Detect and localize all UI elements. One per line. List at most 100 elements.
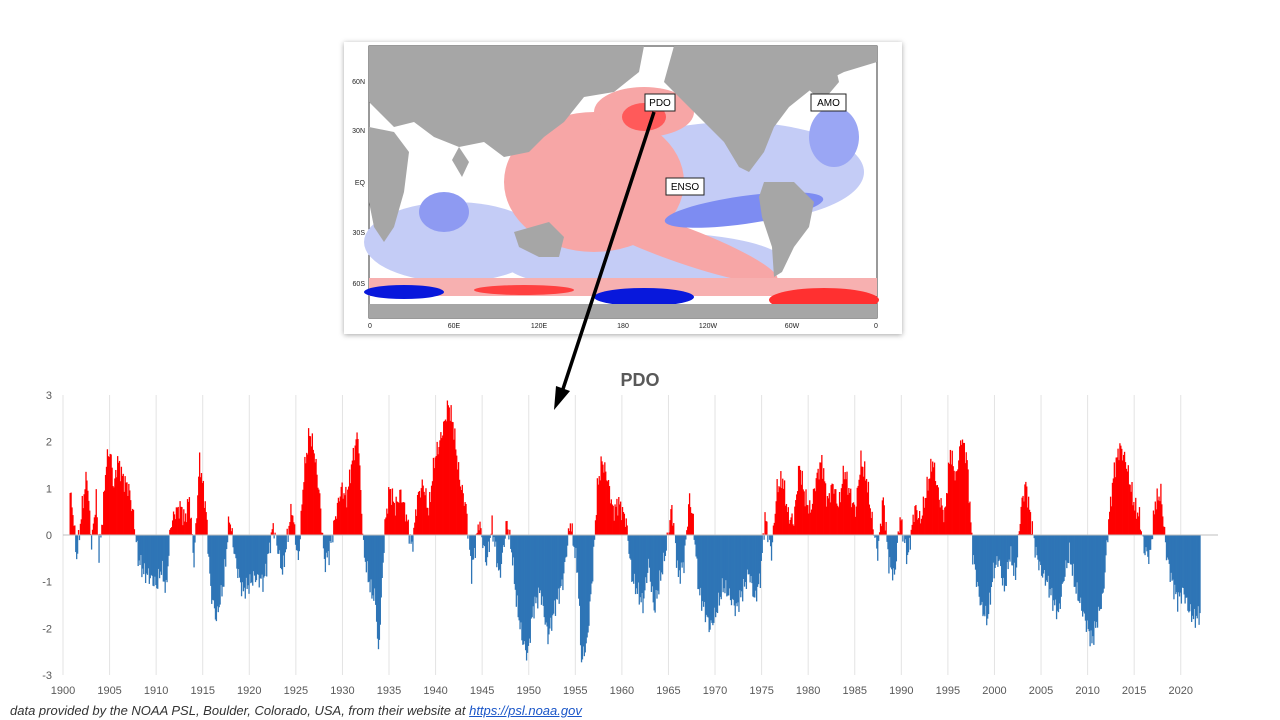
pdo-bar <box>1116 457 1118 535</box>
sst-pattern-map: 60N 30N EQ 30S 60S 0 60E 120E 180 120W 6… <box>344 42 902 334</box>
pdo-bar <box>1117 448 1119 535</box>
pdo-bar <box>1150 535 1153 540</box>
pdo-bar <box>770 535 773 561</box>
pdo-bar <box>95 489 97 535</box>
pdo-bar <box>607 479 610 535</box>
pdo-bar <box>924 498 926 535</box>
pdo-bar <box>699 535 701 596</box>
pdo-bar <box>682 535 684 563</box>
pdo-bar <box>997 535 999 567</box>
pdo-bar <box>649 535 652 582</box>
pdo-bar <box>636 535 639 594</box>
pdo-bar <box>370 535 372 580</box>
pdo-bar <box>554 535 557 616</box>
pdo-bar <box>285 535 287 550</box>
pdo-bar <box>1068 535 1070 564</box>
pdo-bar <box>511 535 514 566</box>
arrow-shaft <box>560 111 656 393</box>
pdo-bar <box>689 507 692 535</box>
pdo-bar <box>383 535 385 553</box>
pdo-bar <box>583 535 585 657</box>
pdo-bar <box>662 535 665 553</box>
pdo-bar <box>239 535 242 583</box>
pdo-bar <box>483 535 485 546</box>
pdo-bar <box>364 535 367 562</box>
pdo-bar <box>462 493 464 535</box>
pdo-bar <box>421 479 423 535</box>
pdo-bar <box>320 508 322 535</box>
pdo-bar <box>197 495 199 535</box>
cool-patch-atlantic <box>809 107 859 167</box>
pdo-bar <box>173 514 176 535</box>
pdo-bar <box>715 535 718 613</box>
pdo-bar <box>184 521 186 535</box>
pdo-bar <box>539 535 542 591</box>
pdo-bar <box>138 535 140 561</box>
pdo-bar <box>253 535 256 576</box>
pdo-bar <box>375 535 377 605</box>
pdo-bar <box>1154 501 1156 535</box>
pdo-bar <box>158 535 160 569</box>
pdo-bar <box>1183 535 1185 595</box>
pdo-bar <box>722 535 724 593</box>
y-tick-label: -2 <box>42 623 52 635</box>
pdo-bar <box>296 535 299 551</box>
pdo-bar <box>885 521 887 535</box>
pdo-bar <box>438 447 440 535</box>
pdo-bar <box>535 535 537 604</box>
pdo-bar <box>486 535 489 558</box>
pdo-bar <box>350 464 353 535</box>
pdo-bar <box>1067 535 1069 563</box>
pdo-bar <box>1015 535 1018 568</box>
pdo-bar <box>848 488 850 535</box>
pdo-bar <box>290 503 292 535</box>
pdo-bar <box>935 485 938 535</box>
pdo-bar <box>1090 535 1092 631</box>
pdo-bar <box>93 517 96 535</box>
pdo-bar <box>487 535 490 542</box>
pdo-bar <box>246 535 248 589</box>
pdo-bar <box>1039 535 1041 562</box>
pdo-bar <box>758 535 761 574</box>
pdo-bar <box>872 529 874 535</box>
pdo-bar <box>928 478 930 535</box>
pdo-bar <box>221 535 223 597</box>
pdo-bar <box>1134 510 1136 535</box>
pdo-bar <box>633 535 636 574</box>
pdo-bar <box>1180 535 1183 604</box>
pdo-bar <box>436 441 438 535</box>
pdo-bar <box>646 535 648 584</box>
pdo-bar <box>573 535 575 548</box>
pdo-bar <box>910 529 912 535</box>
pdo-bar <box>347 489 349 535</box>
pdo-bar <box>139 535 141 566</box>
pdo-bar <box>212 535 214 600</box>
y-tick-label: -3 <box>42 670 52 682</box>
pdo-bar <box>617 515 619 535</box>
pdo-bar <box>142 535 144 569</box>
pdo-bar <box>741 535 743 592</box>
pdo-bar <box>1009 535 1011 562</box>
pdo-bar <box>477 524 479 535</box>
pdo-bar <box>783 488 785 535</box>
pdo-bar <box>898 532 900 535</box>
pdo-bar <box>276 535 278 546</box>
pdo-bar <box>1078 535 1080 602</box>
pdo-bar <box>808 513 810 535</box>
pdo-bar <box>1124 462 1127 535</box>
psl-website-link[interactable]: https://psl.noaa.gov <box>469 703 582 718</box>
pdo-bar <box>630 535 632 560</box>
pdo-bar <box>144 535 146 564</box>
pdo-bar <box>866 492 869 535</box>
pdo-bar <box>1128 484 1130 535</box>
pdo-bar <box>306 452 308 535</box>
pdo-bar <box>789 519 791 535</box>
pdo-bar <box>687 526 689 535</box>
pdo-bar <box>267 535 270 554</box>
pdo-bar <box>177 506 179 535</box>
pdo-bar <box>869 508 871 535</box>
pdo-bar <box>1122 454 1125 535</box>
pdo-bar <box>472 535 475 560</box>
pdo-bar <box>586 535 588 638</box>
pdo-bar <box>1081 535 1083 611</box>
